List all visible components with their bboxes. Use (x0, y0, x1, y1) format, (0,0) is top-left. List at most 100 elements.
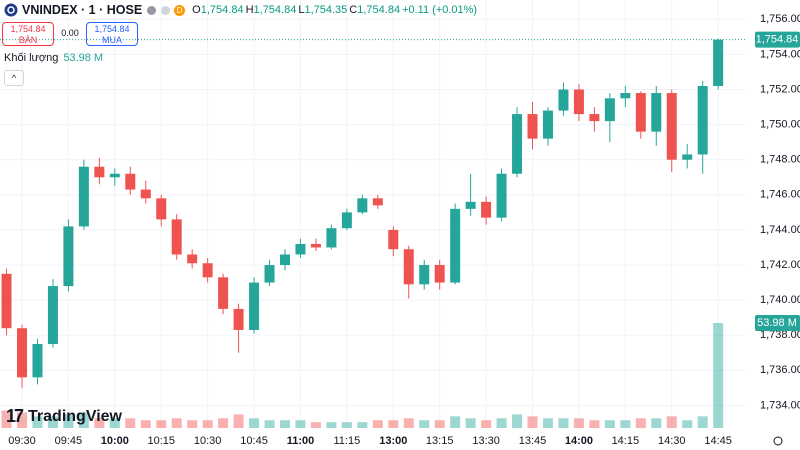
volume-bar (78, 412, 89, 428)
candle-body (249, 282, 260, 330)
candle-body (713, 39, 724, 86)
y-tick-label: 1,750.00 (760, 119, 800, 131)
x-tick-label: 10:45 (240, 435, 268, 447)
buy-label: MUA (102, 35, 122, 45)
volume-bar (249, 418, 260, 428)
candle-body (604, 98, 615, 122)
x-tick-label: 09:30 (8, 435, 36, 447)
volume-bar (109, 418, 120, 428)
x-tick-label: 10:15 (147, 435, 175, 447)
volume-bar (496, 418, 507, 428)
status-dot (161, 5, 171, 15)
volume-bar (604, 420, 615, 428)
volume-bar (94, 418, 105, 428)
candle-body (434, 265, 445, 283)
symbol[interactable]: VNINDEX · 1 · HOSE (22, 3, 143, 17)
volume-bar (527, 416, 538, 428)
volume-bar (589, 420, 600, 428)
volume-value: 53.98 M (63, 52, 104, 64)
candle-body (140, 189, 151, 199)
x-tick-label: 09:45 (55, 435, 83, 447)
volume-bar (635, 418, 646, 428)
candle-body (682, 154, 693, 160)
x-tick-label: 14:30 (658, 435, 686, 447)
volume-bar (357, 422, 368, 428)
volume-bar (512, 414, 523, 428)
volume-bar (651, 418, 662, 428)
legend-header: VNINDEX · 1 · HOSE D O 1,754.84 H 1,754.84… (4, 2, 477, 18)
y-tick-label: 1,736.00 (760, 364, 800, 376)
candle-body (697, 86, 708, 155)
volume-bar (187, 420, 198, 428)
volume-bar (295, 420, 306, 428)
collapse-button[interactable]: ^ (4, 70, 24, 86)
x-tick-label: 14:15 (612, 435, 640, 447)
candle-body (357, 198, 368, 213)
candle-body (264, 265, 275, 283)
status-dot (147, 5, 157, 15)
candle-body (32, 344, 43, 378)
candle-body (233, 308, 244, 330)
candle-body (47, 286, 58, 344)
candle-body (202, 263, 213, 278)
sell-price: 1,754.84 (10, 24, 46, 34)
settings-icon (773, 436, 783, 446)
candle-body (279, 254, 290, 266)
ohlc-value: 1,754.84 (200, 4, 244, 16)
volume-bar (156, 420, 167, 428)
candle-body (94, 166, 105, 178)
price-tag-label: 1,754.84 (756, 34, 799, 46)
candle-body (666, 93, 677, 160)
candle-body (326, 228, 337, 248)
sell-button[interactable]: 1,754.84 BÁN (2, 22, 54, 46)
x-tick-label: 13:00 (379, 435, 407, 447)
candle-body (558, 89, 569, 111)
candle-body (109, 173, 120, 178)
x-tick-label: 13:15 (426, 435, 454, 447)
volume-bar (620, 420, 631, 428)
y-tick-label: 1,740.00 (760, 294, 800, 306)
volume-bar (218, 418, 229, 428)
volume-bar (419, 420, 430, 428)
volume-bar (403, 418, 414, 428)
ohlc-key: C (349, 4, 358, 16)
price-tag (755, 31, 800, 48)
ohlc-key: O (192, 4, 201, 16)
volume-bar (465, 418, 476, 428)
x-tick-label: 13:45 (519, 435, 547, 447)
volume-tag-label: 53.98 M (757, 317, 797, 329)
candle-body (512, 114, 523, 174)
ohlc-value: 1,754.35 (304, 4, 348, 16)
volume-bar (279, 420, 290, 428)
x-tick-label: 13:30 (472, 435, 500, 447)
candle-body (17, 328, 27, 378)
candle-body (620, 93, 631, 99)
price-axis (745, 0, 800, 450)
candle-body (125, 173, 136, 190)
volume-bar (558, 418, 569, 428)
change: +0.11 (+0.01%) (402, 4, 478, 16)
volume-bar (372, 420, 383, 428)
ohlc-value: 1,754.84 (253, 4, 297, 16)
volume-bar (1, 410, 12, 428)
logo: 17 TradingView (6, 406, 122, 426)
candle-body (573, 89, 584, 115)
volume-tag (755, 315, 800, 331)
candle-body (78, 166, 89, 227)
candle-body (589, 114, 600, 122)
candle-body (542, 110, 553, 139)
volume-bar (434, 420, 445, 428)
volume-bar (388, 420, 399, 428)
buy-button[interactable]: 1,754.84 MUA (86, 22, 138, 46)
y-tick-label: 1,746.00 (760, 189, 800, 201)
logo-text: TradingView (28, 407, 122, 425)
volume-bar (326, 422, 337, 428)
candle-body (527, 114, 538, 139)
volume-bar (573, 418, 584, 428)
volume-bar (47, 416, 58, 428)
volume-bar (32, 416, 43, 428)
volume-bar (542, 418, 553, 428)
y-tick-label: 1,742.00 (760, 259, 800, 271)
volume-bar (682, 420, 693, 428)
buy-price: 1,754.84 (94, 24, 130, 34)
